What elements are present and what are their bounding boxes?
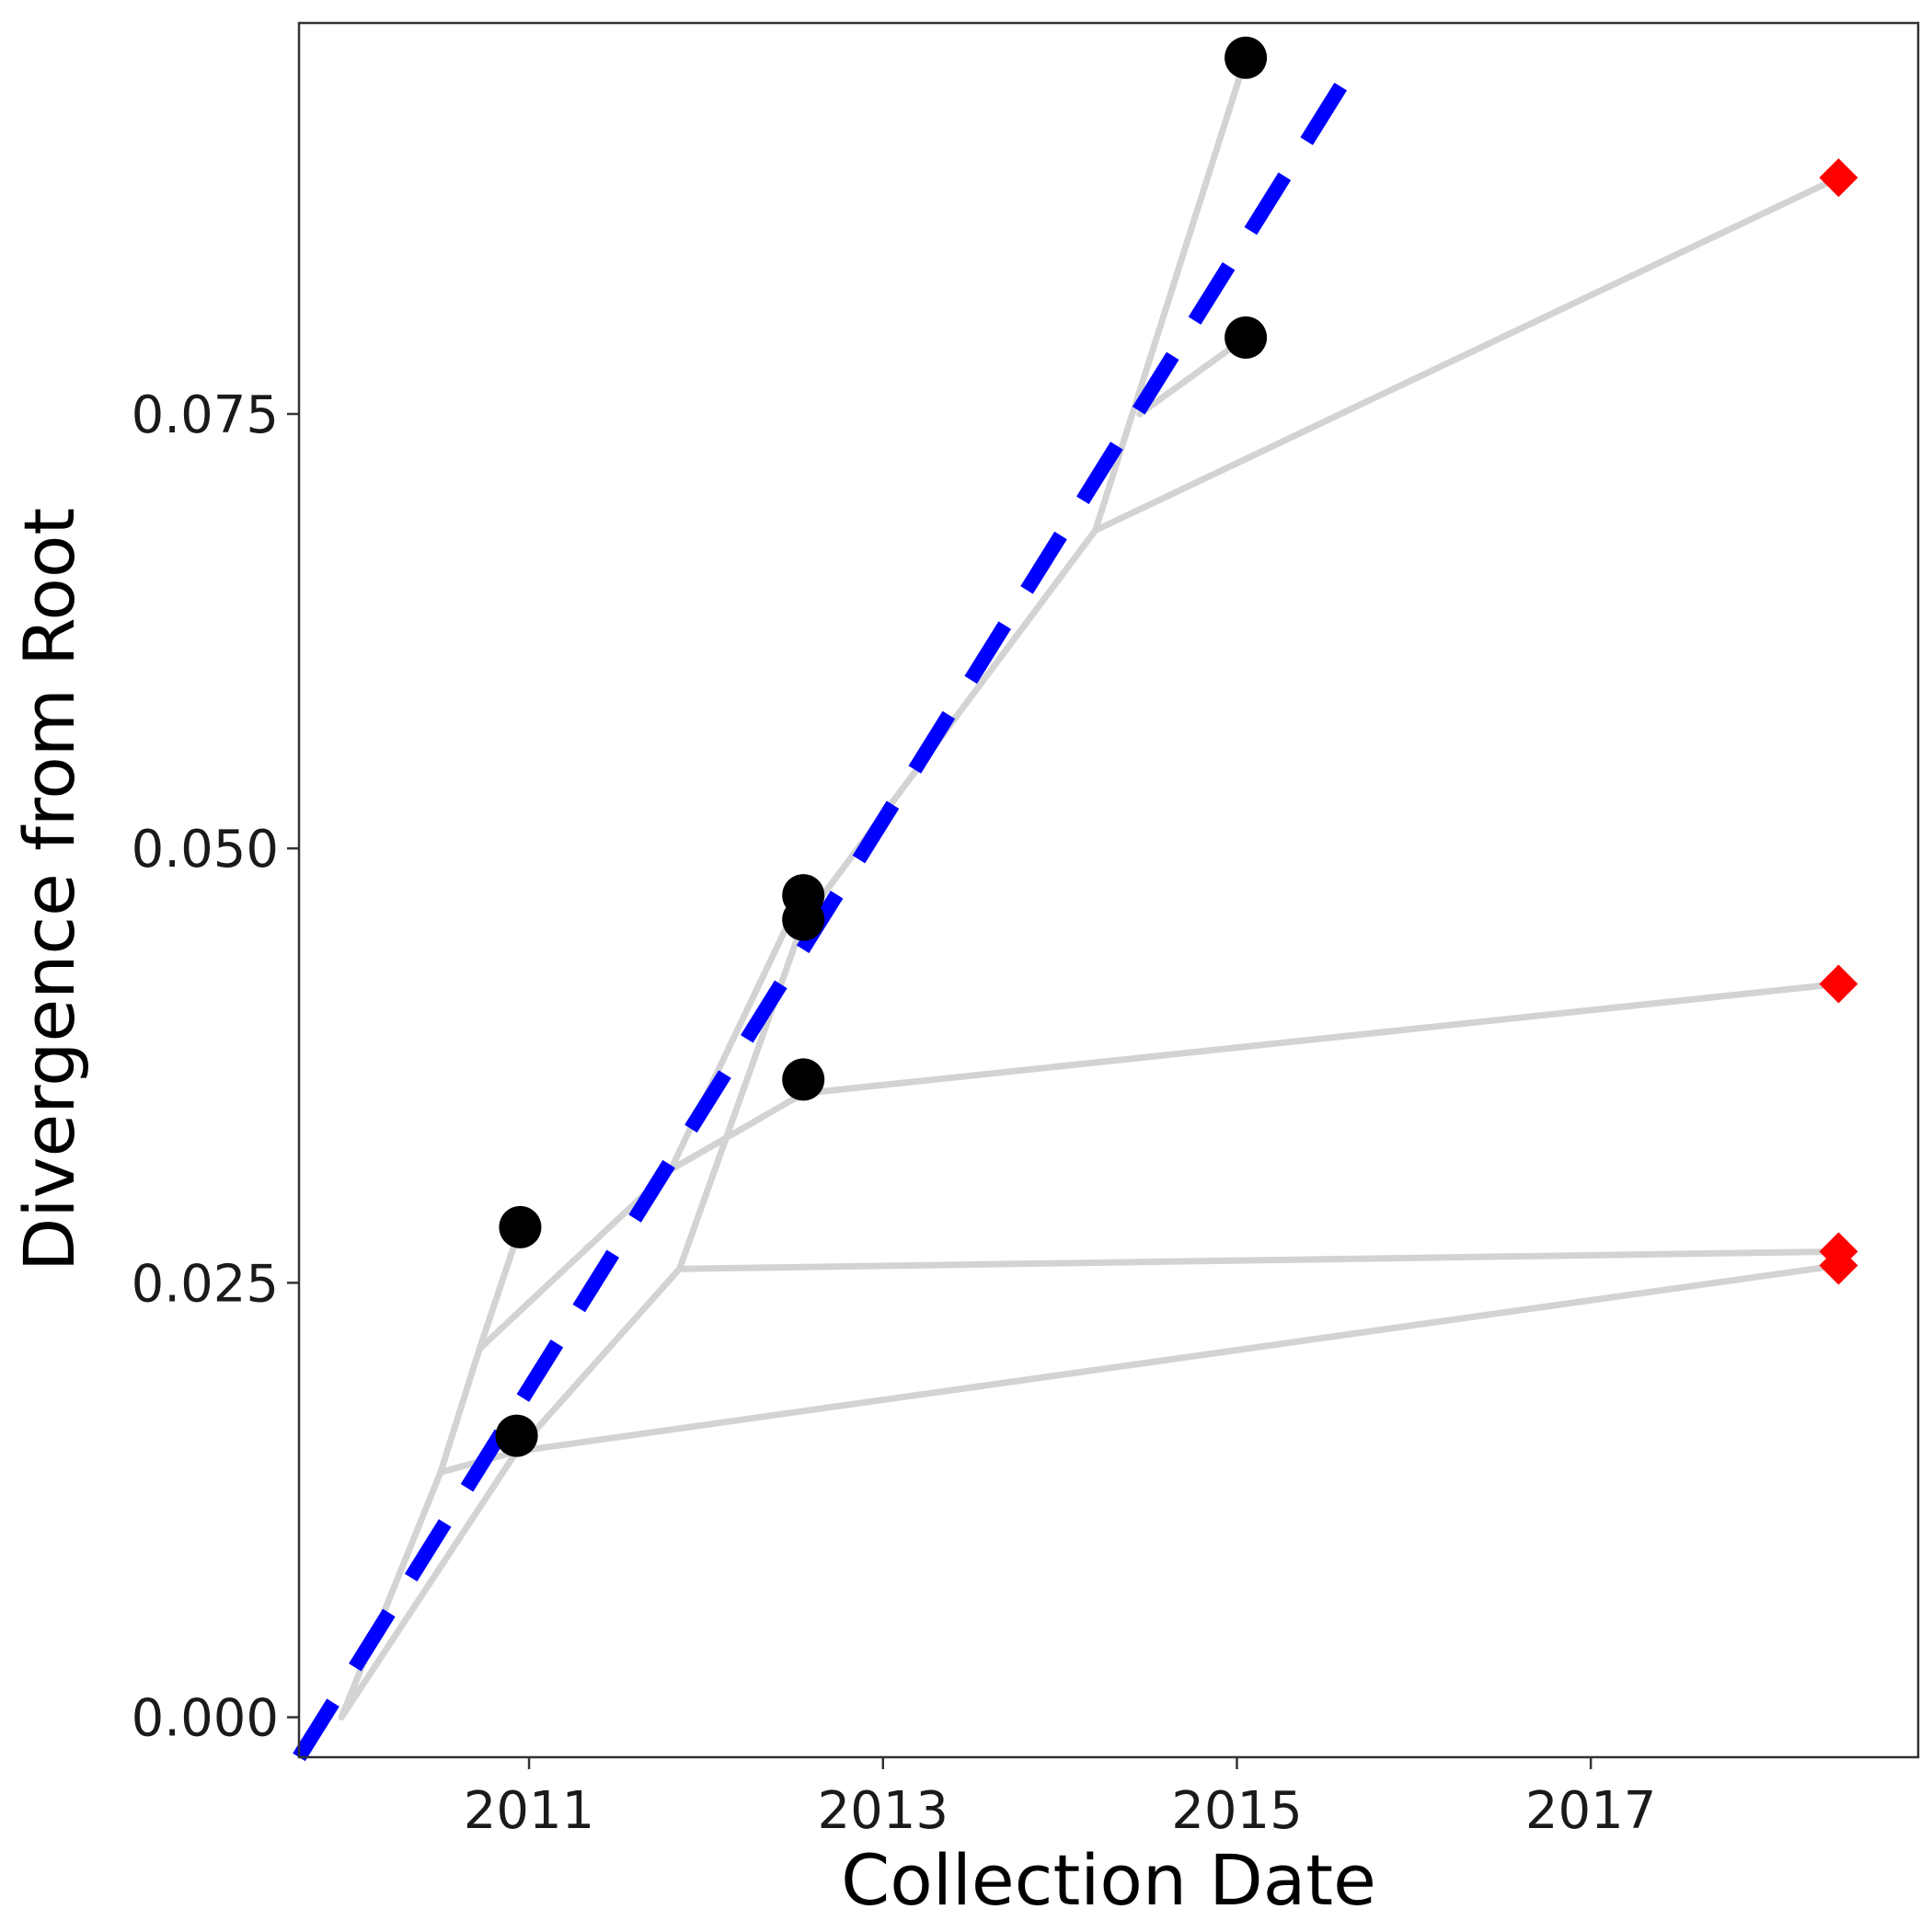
tree-edge-14	[799, 980, 1842, 1097]
tree-edge-9	[676, 917, 807, 1272]
tree-edge-12	[1136, 334, 1249, 418]
x-tick-label-2013: 2013	[817, 1781, 949, 1841]
tree-edge-3	[437, 1345, 483, 1476]
x-tick-label-2015: 2015	[1171, 1781, 1303, 1841]
y-tick-label-3: 0.075	[132, 385, 279, 445]
tree-edge-13	[1092, 174, 1842, 535]
y-tick-label-2: 0.050	[132, 820, 279, 880]
y-tick-label-0: 0.000	[132, 1689, 279, 1749]
tip-point-4	[782, 1058, 825, 1101]
excluded-tip-diamond-0	[1819, 158, 1858, 198]
x-tick-label-2011: 2011	[464, 1781, 595, 1841]
data-points	[495, 36, 1858, 1457]
tree-edge-7	[667, 1089, 807, 1174]
tip-point-0	[499, 1205, 542, 1248]
y-tick-label-1: 0.025	[132, 1254, 279, 1314]
excluded-tip-diamond-3	[1819, 1246, 1858, 1285]
tree-edge-0	[338, 1468, 444, 1721]
tip-point-6	[1225, 316, 1268, 359]
tree-edge-8	[513, 1265, 684, 1455]
tip-point-5	[1225, 36, 1268, 79]
regression-line	[293, 50, 1367, 1762]
axes: 2011 2013 2015 2017 0.000 0.025 0.050 0.075	[132, 385, 1657, 1841]
excluded-tip-diamond-1	[1819, 964, 1858, 1004]
tip-point-3	[782, 898, 825, 941]
plot-frame	[297, 21, 1920, 1759]
x-tick-label-2017: 2017	[1525, 1781, 1657, 1841]
x-axis-title: Collection Date	[841, 1839, 1376, 1921]
regression-line-group	[293, 50, 1367, 1762]
tree-edge-4	[476, 1224, 523, 1352]
tree-edge-16	[513, 1261, 1842, 1455]
tree-edge-1	[338, 1448, 521, 1721]
tree-edge-15	[676, 1248, 1842, 1272]
tip-point-1	[495, 1414, 538, 1457]
y-axis-title: Divergence from Root	[8, 508, 90, 1271]
